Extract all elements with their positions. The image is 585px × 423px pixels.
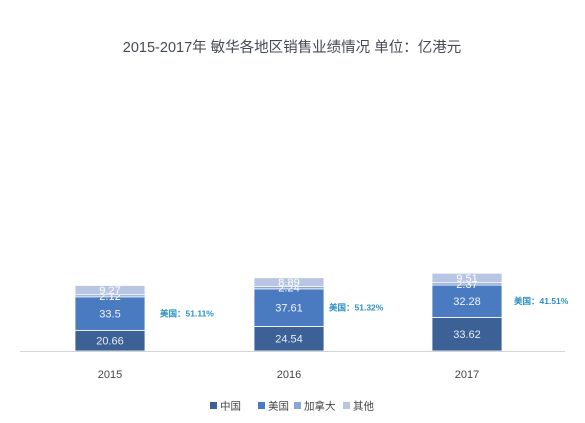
legend-swatch-3 [343,402,350,409]
legend-label-3: 其他 [353,400,374,413]
chart-title: 2015-2017年 敏华各地区销售业绩情况 单位：亿港元 [123,39,461,56]
legend-swatch-1 [258,402,265,409]
data-label-2017-s1: 32.28 [453,296,481,308]
bar-2017-s1 [431,284,503,318]
annotation-2017: 美国：41.51% [514,296,569,306]
legend-label-2: 加拿大 [304,400,336,413]
legend-label-0: 中国 [220,400,241,413]
x-tick-2016: 2016 [277,369,301,381]
bar-2016-s3 [253,277,325,288]
data-label-2015-s3: 9.27 [99,285,120,297]
legend: 中国 美国 加拿大 其他 [210,400,374,413]
data-label-2015-s0: 20.66 [96,336,124,348]
bar-2015-s3 [74,285,146,296]
bar-2015-s1 [74,296,146,331]
legend-label-1: 美国 [268,400,289,413]
annotations: 美国：51.11% 美国：51.32% 美国：41.51% [160,296,569,318]
legend-swatch-2 [294,402,301,409]
data-label-2016-s0: 24.54 [275,334,303,346]
x-tick-2015: 2015 [98,369,122,381]
bars-group: 20.6633.52.129.2724.5437.612.248.8933.62… [74,272,503,352]
bar-2017-s3 [431,272,503,284]
x-tick-2017: 2017 [455,369,479,381]
bar-2016-s1 [253,288,325,327]
data-label-2016-s1: 37.61 [275,303,303,315]
data-label-2017-s0: 33.62 [453,329,481,341]
annotation-2015: 美国：51.11% [160,309,214,319]
x-tick-labels: 2015 2016 2017 [98,369,479,381]
legend-swatch-0 [210,402,217,409]
data-label-2017-s3: 9.51 [456,273,477,285]
annotation-2016: 美国：51.32% [329,303,384,313]
data-label-2016-s3: 8.89 [278,277,299,289]
data-label-2015-s1: 33.5 [99,309,120,321]
